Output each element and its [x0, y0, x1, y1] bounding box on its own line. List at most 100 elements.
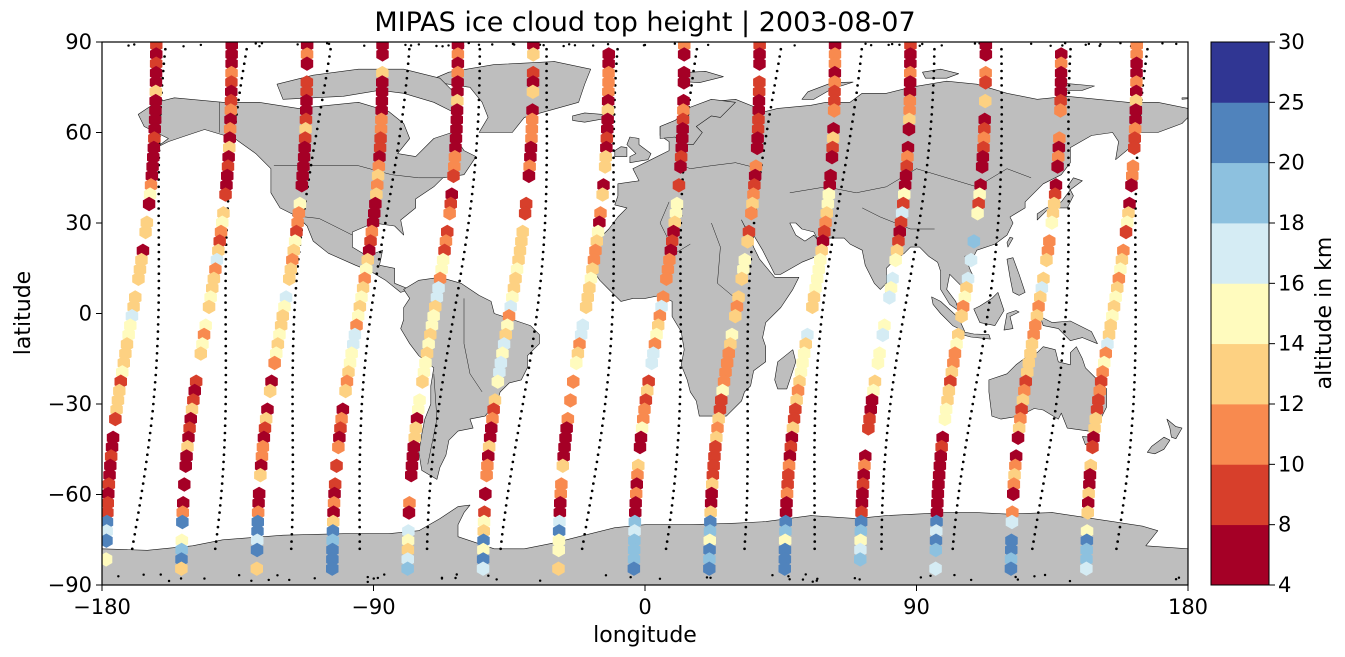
cloud-marker [955, 309, 968, 324]
cloud-marker [600, 131, 614, 146]
cloud-marker [476, 552, 490, 567]
cloud-marker [1081, 505, 1094, 520]
colorbar-tick-label: 16 [1278, 271, 1305, 295]
polar-track-dots [117, 42, 1181, 584]
cloud-marker [750, 140, 764, 156]
cloud-marker [1054, 75, 1068, 90]
cloud-marker [375, 112, 388, 127]
cloud-marker [828, 84, 841, 99]
map-area [102, 42, 1188, 585]
cloud-marker [579, 299, 593, 315]
x-tick-label: −90 [351, 595, 395, 619]
cloud-marker [780, 496, 793, 511]
cloud-marker [567, 374, 580, 389]
colorbar-tick-label: 4 [1278, 573, 1291, 597]
cloud-marker [975, 159, 989, 174]
cloud-marker [148, 122, 161, 137]
cloud-marker [779, 524, 792, 539]
cloud-marker [828, 75, 841, 90]
cloud-marker [555, 477, 568, 492]
cloud-marker [326, 561, 339, 576]
cloud-marker [476, 561, 490, 576]
cloud-marker [251, 505, 265, 520]
cloud-marker [1130, 75, 1143, 90]
land-new-zealand-south [1147, 436, 1171, 455]
cloud-marker [447, 168, 460, 184]
cloud-marker [672, 178, 686, 193]
cloud-marker [149, 75, 163, 90]
cloud-marker [149, 56, 163, 71]
cloud-marker [225, 65, 238, 81]
cloud-marker [828, 93, 841, 109]
y-tick-label: −30 [48, 392, 92, 416]
cloud-marker [703, 524, 717, 539]
cloud-marker [526, 65, 540, 81]
cloud-marker [552, 561, 565, 576]
cloud-marker [375, 93, 389, 109]
cloud-marker [102, 533, 113, 548]
cloud-marker [602, 84, 615, 99]
cloud-marker [854, 542, 867, 558]
cloud-marker [300, 84, 313, 99]
cloud-marker [401, 542, 415, 558]
cloud-marker [376, 47, 389, 62]
cloud-marker [977, 131, 991, 146]
cloud-marker [251, 514, 264, 530]
cloud-marker [102, 486, 115, 502]
y-tick-label: −90 [48, 573, 92, 597]
cloud-marker [903, 84, 917, 99]
cloud-marker [903, 75, 917, 90]
cloud-marker [704, 505, 717, 520]
cloud-marker [929, 533, 943, 548]
cloud-marker [147, 150, 160, 165]
colorbar-tick-label: 30 [1278, 30, 1305, 54]
cloud-marker [176, 505, 189, 520]
orbit-track [951, 47, 1004, 551]
cloud-marker [703, 561, 716, 576]
cloud-marker [677, 103, 690, 118]
cloud-marker [326, 524, 340, 539]
cloud-marker [1130, 84, 1143, 99]
cloud-marker [826, 131, 840, 146]
cloud-marker [450, 103, 464, 118]
cloud-marker [1082, 486, 1095, 502]
cloud-marker [1080, 561, 1093, 576]
cloud-marker [299, 112, 313, 127]
land-wrangel [1181, 97, 1188, 100]
cloud-marker [525, 122, 539, 137]
cloud-marker [451, 65, 464, 81]
cloud-marker [298, 131, 312, 146]
cloud-marker [451, 84, 464, 99]
orbit-track [499, 47, 549, 551]
cloud-marker [477, 524, 490, 539]
cloud-marker [526, 75, 540, 90]
cloud-marker [526, 103, 539, 118]
cloud-marker [903, 103, 916, 118]
cloud-marker [295, 178, 309, 193]
cloud-marker [251, 533, 264, 548]
cloud-marker [326, 533, 339, 548]
land-novaya-zemlya [801, 81, 854, 100]
cloud-marker [825, 150, 839, 165]
cloud-marker [1054, 84, 1068, 99]
chart-title: MIPAS ice cloud top height | 2003-08-07 [374, 7, 915, 38]
orbit-track [425, 47, 482, 551]
cloud-marker [729, 309, 742, 324]
cloud-marker [1080, 542, 1093, 558]
cloud-marker [175, 561, 188, 576]
cloud-marker [102, 552, 113, 567]
cloud-marker [1129, 93, 1143, 109]
cloud-marker [753, 56, 766, 71]
cloud-marker [628, 514, 642, 530]
country-border [711, 222, 736, 299]
cloud-marker [676, 131, 689, 146]
cloud-marker [552, 524, 566, 539]
cloud-marker [1130, 56, 1143, 71]
orbit-track [358, 47, 411, 551]
cloud-marker [300, 93, 313, 109]
y-axis-ticks: 90 60 30 0 −30 −60 −90 [48, 30, 102, 597]
cloud-marker [979, 75, 992, 90]
colorbar-tick-label: 12 [1278, 392, 1305, 416]
y-tick-label: −60 [48, 483, 92, 507]
cloud-marker [478, 505, 491, 520]
